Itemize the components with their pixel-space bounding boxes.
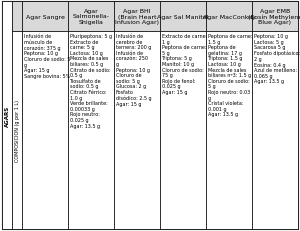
Text: AGARS: AGARS <box>4 105 10 126</box>
Text: Agar BHI
(Brain Heart
Infusion Agar): Agar BHI (Brain Heart Infusion Agar) <box>115 9 159 25</box>
Text: Agar Sangre: Agar Sangre <box>26 14 64 19</box>
Bar <box>114 2 160 32</box>
Text: Peptona: 10 g
Lactosa: 5 g
Sacarosa 5 g
Fosfato dipotásico:
2 g
Eosina: 0.4 g
Az: Peptona: 10 g Lactosa: 5 g Sacarosa 5 g … <box>254 34 300 84</box>
Text: Agar EMB
(Eosín Methylene
Blue Agar): Agar EMB (Eosín Methylene Blue Agar) <box>248 9 300 25</box>
Bar <box>206 2 252 32</box>
Text: Infusión de
cerebro de
ternera: 200 g
Infusión de
corazón: 250
g
Peptona: 10 g
C: Infusión de cerebro de ternera: 200 g In… <box>116 34 151 106</box>
Bar <box>2 2 12 229</box>
Bar <box>252 2 298 32</box>
Bar <box>12 2 22 32</box>
Bar <box>68 32 114 229</box>
Bar <box>12 32 22 229</box>
Text: Agar
Salmonella-
Shigella: Agar Salmonella- Shigella <box>73 9 110 25</box>
Text: Agar MacConkey: Agar MacConkey <box>202 14 255 19</box>
Bar <box>160 2 206 32</box>
Text: Extracto de carne:
1 g
Peptona de carne:
5 g
Triptona: 5 g
Manitol: 10 g
Cloruro: Extracto de carne: 1 g Peptona de carne:… <box>161 34 207 94</box>
Bar <box>114 32 160 229</box>
Bar <box>252 32 298 229</box>
Bar <box>206 32 252 229</box>
Text: Infusión de
músculo de
corazón: 375 g
Peptona: 10 g
Cloruro de sodio: 5
g
Agar: : Infusión de músculo de corazón: 375 g Pe… <box>23 34 70 79</box>
Text: COMPOSICION (g por 1 L): COMPOSICION (g por 1 L) <box>14 100 20 161</box>
Bar <box>160 32 206 229</box>
Text: Agar Sal Manitol: Agar Sal Manitol <box>157 14 209 19</box>
Bar <box>68 2 114 32</box>
Bar <box>22 2 68 32</box>
Bar <box>22 32 68 229</box>
Text: Pluripeptona: 5 g
Extracto de
carne: 5 g
Lactosa: 10 g
Mezcla de sales
biliares:: Pluripeptona: 5 g Extracto de carne: 5 g… <box>70 34 112 128</box>
Text: Peptona de carne:
1.5 g
Peptona de
gelatina: 17 g
Triptona: 1.5 g
Lactosa: 10 g
: Peptona de carne: 1.5 g Peptona de gelat… <box>208 34 252 117</box>
